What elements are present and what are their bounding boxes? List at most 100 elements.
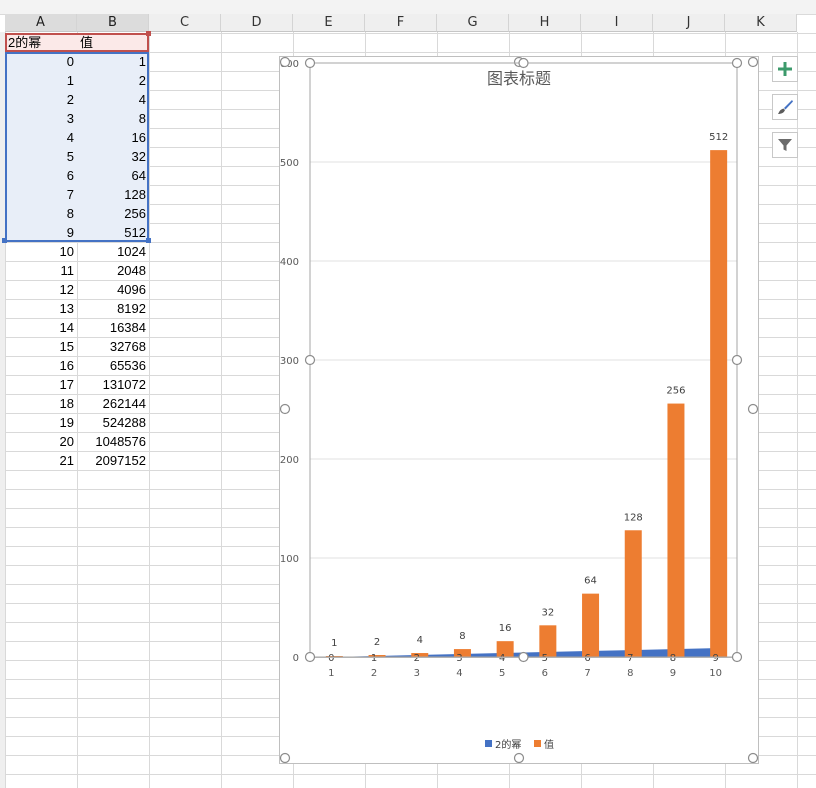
- chart-title[interactable]: 图表标题: [487, 69, 551, 88]
- cell-b12[interactable]: 1024: [117, 244, 146, 259]
- plot-resize-handle-2[interactable]: [731, 57, 743, 69]
- plot-resize-handle-7[interactable]: [731, 651, 743, 663]
- column-header-e[interactable]: E: [293, 14, 365, 32]
- bar-值-9[interactable]: [667, 403, 685, 657]
- bar-值-2[interactable]: [368, 655, 386, 657]
- cell-b11[interactable]: 512: [77, 223, 149, 242]
- cell-a3[interactable]: 1: [5, 71, 77, 90]
- cell-b10[interactable]: 256: [77, 204, 149, 223]
- chart-area[interactable]: 0 100 200 300 400 500 600 1 2 4 8 16 32 64 128 256 512 0 1…: [279, 56, 759, 764]
- cell-a21[interactable]: 19: [59, 415, 74, 430]
- chart-resize-handle-3[interactable]: [280, 403, 291, 415]
- plot-resize-handle-6[interactable]: [518, 651, 529, 663]
- cell-a9[interactable]: 7: [5, 185, 77, 204]
- bar-值-10[interactable]: [710, 150, 728, 657]
- cell-b4[interactable]: 4: [77, 90, 149, 109]
- plot-resize-handle-5[interactable]: [304, 651, 316, 663]
- cell-b3[interactable]: 2: [77, 71, 149, 90]
- column-header-j[interactable]: J: [653, 14, 725, 32]
- chart-resize-handle-0[interactable]: [280, 57, 291, 68]
- x-tick-5: 5: [499, 668, 505, 679]
- plot-resize-handle-1[interactable]: [518, 57, 529, 69]
- cell-b8[interactable]: 64: [77, 166, 149, 185]
- plot-resize-handle-4[interactable]: [731, 354, 743, 366]
- column-header-k[interactable]: K: [725, 14, 797, 32]
- cell-a23[interactable]: 21: [59, 453, 74, 468]
- cell-b13[interactable]: 2048: [117, 263, 146, 278]
- cell-a13[interactable]: 11: [60, 263, 75, 278]
- chart-resize-handle-4[interactable]: [747, 403, 758, 415]
- chart-filters-button[interactable]: [772, 132, 798, 158]
- cell-b16[interactable]: 16384: [109, 320, 146, 335]
- cell-a18[interactable]: 16: [59, 358, 74, 373]
- chart-resize-handle-7[interactable]: [747, 752, 758, 763]
- cell-b19[interactable]: 131072: [102, 377, 146, 392]
- bar-值-4[interactable]: [453, 649, 471, 657]
- cell-a19[interactable]: 17: [59, 377, 74, 392]
- cell-b20[interactable]: 262144: [102, 396, 146, 411]
- cell-b17[interactable]: 32768: [109, 339, 146, 354]
- cell-b1[interactable]: 值: [77, 33, 149, 52]
- chart-elements-button[interactable]: [772, 56, 798, 82]
- cell-b18[interactable]: 65536: [109, 358, 146, 373]
- column-header-h[interactable]: H: [509, 14, 581, 32]
- cell-a1[interactable]: 2的幂: [5, 33, 77, 52]
- cell-b14[interactable]: 4096: [117, 282, 146, 297]
- cell-b2[interactable]: 1: [77, 52, 149, 71]
- cell-b5[interactable]: 8: [77, 109, 149, 128]
- area-label-2的幂-3: 2: [414, 653, 420, 664]
- cell-a14[interactable]: 12: [59, 282, 74, 297]
- cell-b15[interactable]: 8192: [117, 301, 146, 316]
- cell-a6[interactable]: 4: [5, 128, 77, 147]
- x-tick-3: 3: [414, 668, 420, 679]
- chart-resize-handle-6[interactable]: [513, 752, 525, 763]
- bar-值-7[interactable]: [582, 593, 600, 657]
- header-handle[interactable]: [146, 31, 151, 36]
- column-header-a[interactable]: A: [5, 14, 77, 32]
- cell-a7[interactable]: 5: [5, 147, 77, 166]
- column-header-g[interactable]: G: [437, 14, 509, 32]
- cell-b7[interactable]: 32: [77, 147, 149, 166]
- cell-b23[interactable]: 2097152: [95, 453, 146, 468]
- column-header-i[interactable]: I: [581, 14, 653, 32]
- cell-a2[interactable]: 0: [5, 52, 77, 71]
- range-handle-right[interactable]: [146, 238, 151, 243]
- bar-值-6[interactable]: [539, 625, 557, 657]
- cell-a11[interactable]: 9: [5, 223, 77, 242]
- range-handle-left[interactable]: [2, 238, 7, 243]
- legend-swatch-2的幂: [485, 740, 492, 747]
- cell-a20[interactable]: 18: [59, 396, 74, 411]
- cell-b6[interactable]: 16: [77, 128, 149, 147]
- cell-a8[interactable]: 6: [5, 166, 77, 185]
- column-header-d[interactable]: D: [221, 14, 293, 32]
- cell-a17[interactable]: 15: [59, 339, 74, 354]
- bar-值-3[interactable]: [411, 653, 429, 657]
- plot-resize-handle-0[interactable]: [304, 57, 316, 69]
- cell-a4[interactable]: 2: [5, 90, 77, 109]
- x-tick-2: 2: [371, 668, 377, 679]
- chart-resize-handle-5[interactable]: [280, 752, 291, 763]
- cell-a12[interactable]: 10: [59, 244, 74, 259]
- cell-b9[interactable]: 128: [77, 185, 149, 204]
- column-header-b[interactable]: B: [77, 14, 149, 32]
- cell-a22[interactable]: 20: [59, 434, 74, 449]
- cell-b21[interactable]: 524288: [102, 415, 146, 430]
- x-tick-6: 6: [542, 668, 548, 679]
- chart-resize-handle-2[interactable]: [747, 57, 758, 68]
- cell-a16[interactable]: 14: [59, 320, 74, 335]
- column-header-c[interactable]: C: [149, 14, 221, 32]
- column-header-f[interactable]: F: [365, 14, 437, 32]
- bar-值-5[interactable]: [496, 641, 514, 657]
- cell-a10[interactable]: 8: [5, 204, 77, 223]
- cell-a15[interactable]: 13: [59, 301, 74, 316]
- bar-值-8[interactable]: [624, 530, 642, 657]
- chart-legend[interactable]: 2的幂 值: [485, 738, 554, 751]
- area-label-2的幂-5: 4: [499, 653, 505, 664]
- cell-a5[interactable]: 3: [5, 109, 77, 128]
- y-tick-600: 600: [280, 59, 299, 70]
- plot-resize-handle-3[interactable]: [304, 354, 316, 366]
- chart-styles-button[interactable]: [772, 94, 798, 120]
- cell-b22[interactable]: 1048576: [95, 434, 146, 449]
